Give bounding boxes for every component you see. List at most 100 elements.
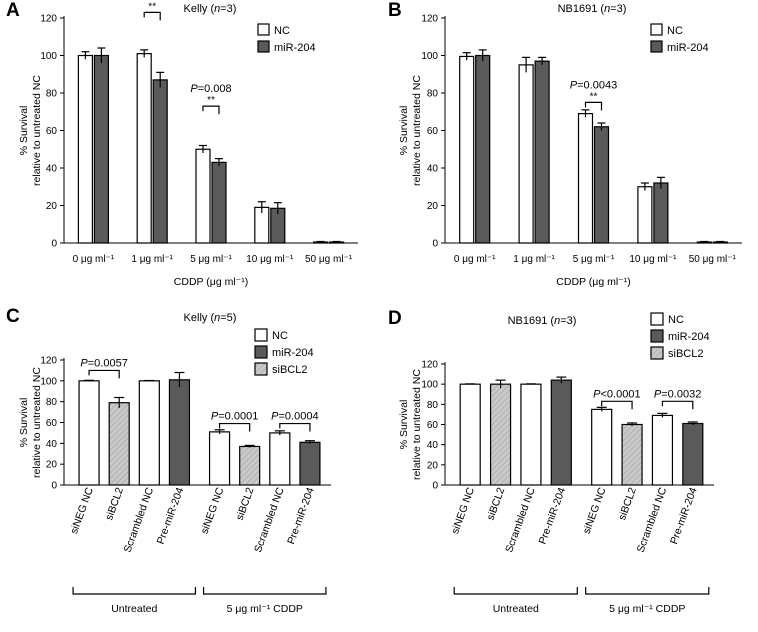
p-value: P=0.0052 [128, 0, 175, 1]
y-axis-label: % Survival relative to untreated NC [398, 75, 423, 186]
x-tick-label: 10 μg ml⁻¹ [246, 254, 294, 265]
legend-label: NC [274, 25, 290, 37]
legend-swatch-sibcl2 [650, 346, 664, 360]
bar-nc [78, 380, 100, 486]
legend-swatch-nc [650, 23, 663, 36]
x-axis-label: CDDP (μg ml⁻¹) [556, 276, 630, 288]
group-bracket [585, 587, 710, 595]
p-value: P=0.0032 [654, 388, 701, 400]
x-tick-label: 0 μg ml⁻¹ [73, 254, 115, 265]
p-value: P=0.008 [190, 83, 231, 95]
y-tick-label: 40 [46, 439, 58, 450]
y-label-line-2: relative to untreated NC [31, 367, 43, 478]
bar-mir-204 [534, 60, 550, 244]
panel-label: D [388, 308, 402, 329]
x-tick-label: siBCL2 [616, 486, 639, 522]
y-label-line-1: % Survival [18, 106, 30, 156]
p-letter: P [128, 0, 136, 1]
y-tick-label: 100 [40, 376, 57, 387]
significance-stars: ** [590, 91, 598, 102]
p-letter: P [271, 411, 279, 423]
x-tick-label: Pre-miR-204 [285, 486, 317, 546]
legend-label: miR-204 [274, 42, 316, 54]
bar-nc [138, 380, 160, 486]
panel-label: C [6, 306, 20, 327]
y-tick-label: 60 [46, 126, 58, 137]
y-axis-label: % Survival relative to untreated NC [398, 369, 423, 480]
y-axis-label: % Survival relative to untreated NC [18, 75, 43, 186]
group-label: Untreated [493, 603, 539, 615]
x-tick-label: siNEG NC [68, 486, 96, 536]
y-tick-label: 0 [432, 239, 438, 250]
p-text: =0.0032 [661, 388, 701, 400]
bar-mir [550, 379, 572, 486]
p-text: =0.0001 [218, 411, 258, 423]
bar-mir-204 [152, 79, 168, 244]
x-tick-label: 5 μg ml⁻¹ [190, 254, 232, 265]
y-label-line-2: relative to untreated NC [411, 75, 423, 186]
group-label: Untreated [111, 603, 157, 615]
x-tick-label: Scrambled NC [503, 486, 538, 555]
x-tick-label: siNEG NC [199, 486, 227, 536]
significance-bracket [601, 400, 633, 410]
legend-swatch-mir-204 [650, 40, 663, 53]
y-tick-label: 60 [427, 420, 439, 431]
bar-nc [591, 408, 613, 486]
x-tick-label: Scrambled NC [252, 486, 287, 555]
bar-sibcl2 [239, 445, 261, 486]
y-tick-label: 120 [421, 360, 438, 371]
y-label-line-2: relative to untreated NC [411, 369, 423, 480]
bar-nc [520, 383, 542, 486]
legend-label: miR-204 [272, 347, 314, 359]
legend-label: miR-204 [668, 331, 710, 343]
y-label-line-1: % Survival [398, 106, 410, 156]
significance-stars: ** [148, 1, 156, 12]
p-letter: P [593, 388, 601, 400]
y-tick-label: 80 [427, 400, 439, 411]
p-text: =0.0043 [577, 79, 617, 91]
bar-sibcl2 [621, 423, 643, 486]
bar-nc [651, 414, 674, 486]
bar-mir-204 [593, 126, 610, 244]
p-text: =0.0057 [88, 357, 128, 369]
significance-bracket [143, 11, 161, 21]
y-tick-label: 80 [427, 89, 439, 100]
significance-bracket [218, 422, 251, 432]
y-tick-label: 0 [51, 239, 57, 250]
group-label: 5 μg ml⁻¹ CDDP [609, 603, 685, 615]
y-label-line-1: % Survival [18, 398, 30, 448]
x-tick-label: Scrambled NC [122, 486, 157, 555]
chart-title: NB1691 (n=3) [508, 315, 577, 327]
title-end: =3) [560, 315, 576, 327]
significance-bracket [88, 369, 120, 379]
group-bracket [202, 587, 327, 595]
x-tick-label: Pre-miR-204 [155, 486, 187, 546]
significance-bracket [584, 101, 603, 111]
bar-nc [518, 64, 534, 244]
p-text: <0.0001 [601, 388, 641, 400]
p-text: =0.0004 [279, 411, 319, 423]
p-value: P=0.0057 [80, 357, 127, 369]
p-letter: P [80, 357, 88, 369]
title-text: NB1691 ( [558, 3, 605, 15]
y-tick-label: 20 [427, 201, 439, 212]
p-letter: P [190, 83, 198, 95]
p-value: P=0.0004 [271, 411, 318, 423]
bar-nc [136, 53, 152, 244]
bar-nc [577, 113, 594, 244]
bar-mir-204 [653, 182, 669, 244]
y-tick-label: 120 [40, 14, 57, 25]
chart-title: Kelly (n=5) [184, 312, 237, 324]
p-value: P=0.0043 [570, 79, 617, 91]
y-tick-label: 100 [421, 380, 438, 391]
y-label-line-1: % Survival [398, 400, 410, 450]
chart-title: Kelly (n=3) [184, 3, 237, 15]
title-end: =3) [220, 3, 236, 15]
x-tick-label: 1 μg ml⁻¹ [513, 254, 555, 265]
x-tick-label: Pre-miR-204 [668, 486, 700, 546]
legend-swatch-mir [254, 345, 268, 359]
y-tick-label: 40 [46, 164, 58, 175]
group-bracket [72, 587, 197, 595]
